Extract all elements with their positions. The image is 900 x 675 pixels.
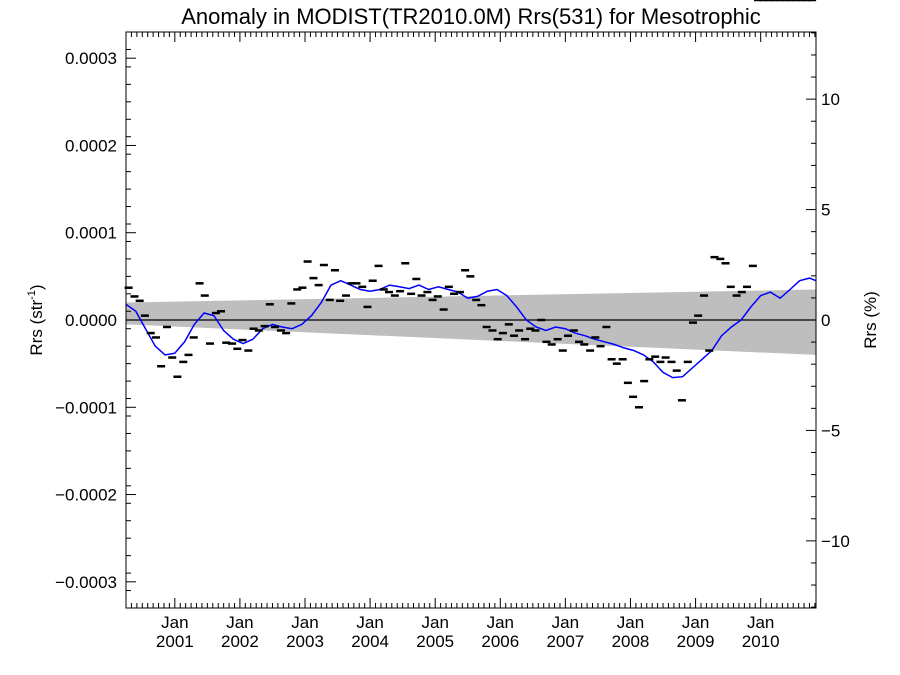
x-tick-month-label: Jan [682,613,709,632]
x-tick-month-label: Jan [552,613,579,632]
x-tick-year-label: 2009 [677,632,715,651]
y2-tick-label: −10 [821,532,850,551]
x-tick-year-label: 2007 [546,632,584,651]
x-tick-month-label: Jan [617,613,644,632]
x-tick-year-label: 2006 [481,632,519,651]
y2-tick-label: −5 [821,421,840,440]
x-tick-year-label: 2004 [351,632,389,651]
chart-title: Anomaly in MODIST(TR2010.0M) Rrs(531) fo… [181,4,761,29]
y2-axis-label: Rrs (%) [861,291,880,349]
y-tick-label: 0.0000 [65,311,117,330]
y-tick-label: −0.0001 [55,398,117,417]
y-tick-label: 0.0003 [65,49,117,68]
x-tick-month-label: Jan [161,613,188,632]
x-tick-month-label: Jan [291,613,318,632]
confidence-band [126,289,816,355]
x-axis-ticks: Jan2001Jan2002Jan2003Jan2004Jan2005Jan20… [125,32,816,651]
x-tick-year-label: 2010 [742,632,780,651]
y-tick-label: −0.0002 [55,486,117,505]
x-tick-month-label: Jan [747,613,774,632]
y2-tick-label: 5 [821,201,830,220]
y-tick-label: −0.0003 [55,573,117,592]
x-tick-year-label: 2001 [156,632,194,651]
y-tick-label: 0.0002 [65,136,117,155]
smoothed-series-line [125,277,817,379]
y-tick-label: 0.0001 [65,224,117,243]
y2-tick-label: 0 [821,311,830,330]
confidence-band-layer [126,289,816,355]
x-tick-year-label: 2002 [221,632,259,651]
x-tick-year-label: 2003 [286,632,324,651]
x-tick-month-label: Jan [356,613,383,632]
y2-tick-label: 10 [821,90,840,109]
y-axis-label-superscript: -1 [26,290,38,300]
y-axis-label: Rrs (str-1) [26,284,46,355]
y2-axis-ticks: 10 5 0 −5 −10 [806,32,850,608]
y-axis-ticks: 0.0003 0.0002 0.0001 0.0000 −0.0001 −0.0002 −0… [55,31,136,609]
x-tick-year-label: 2005 [416,632,454,651]
x-tick-year-label: 2008 [612,632,650,651]
x-tick-month-label: Jan [487,613,514,632]
x-tick-month-label: Jan [421,613,448,632]
x-tick-month-label: Jan [226,613,253,632]
monthly-points-layer [124,0,817,409]
smoothed-line-layer [125,277,817,379]
